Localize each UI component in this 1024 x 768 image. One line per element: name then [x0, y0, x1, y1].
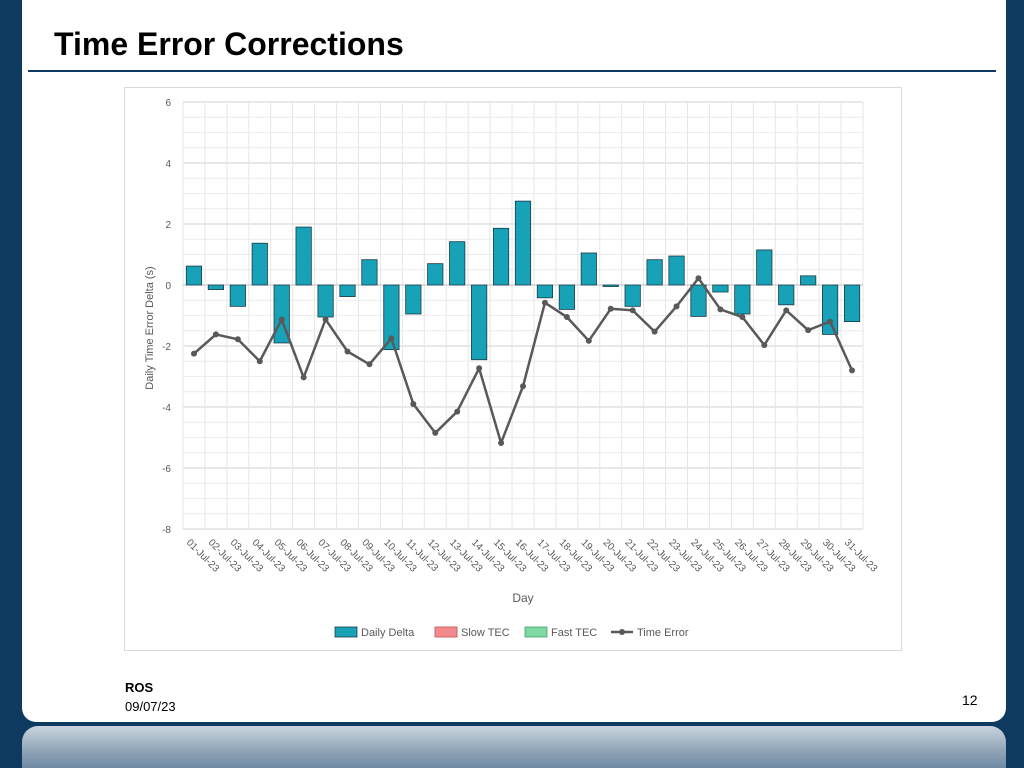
legend-entry-label: Slow TEC	[461, 627, 510, 639]
time-error-point	[212, 331, 219, 338]
daily-delta-bar	[383, 284, 400, 351]
daily-delta-bar	[471, 284, 488, 361]
y-tick-label: 2	[165, 220, 171, 231]
bottom-bar	[22, 726, 1006, 768]
legend-bar-swatch	[434, 626, 458, 638]
x-axis-label: Day	[512, 591, 533, 605]
time-error-point	[256, 358, 263, 365]
slide-title: Time Error Corrections	[54, 26, 404, 62]
y-tick-label: -4	[162, 403, 171, 414]
time-error-point	[651, 328, 658, 335]
time-error-chart: -8 -6 -4 -2 0 2 4 6 01-Jul-2302-Jul-2303-Jul-23…	[144, 98, 880, 639]
time-error-point	[520, 383, 526, 390]
legend: Daily Delta Slow TEC Fast TEC Time Error	[334, 626, 689, 639]
daily-delta-bar	[558, 284, 575, 310]
daily-delta-bar	[492, 227, 510, 286]
time-error-point	[805, 327, 812, 334]
daily-delta-bar	[251, 242, 268, 286]
daily-delta-bar	[405, 284, 422, 315]
y-axis-label: Daily Time Error Delta (s)	[144, 266, 156, 389]
chart-container: -8 -6 -4 -2 0 2 4 6 01-Jul-23 02-Jul-23 03-Jul-23…	[124, 87, 902, 651]
y-tick-label: 0	[165, 281, 171, 292]
footer-organization: ROS	[125, 680, 154, 695]
time-error-point	[498, 439, 505, 446]
y-tick-label: -8	[162, 525, 171, 536]
time-error-point	[432, 429, 439, 436]
daily-delta-bar	[690, 284, 707, 317]
time-error-point	[673, 303, 680, 310]
daily-delta-bar	[800, 275, 817, 286]
time-error-point	[827, 318, 834, 325]
time-error-point	[585, 337, 592, 344]
daily-delta-bar	[668, 255, 685, 286]
daily-delta-bar	[843, 284, 861, 322]
time-error-point	[783, 307, 790, 314]
daily-delta-bar	[536, 284, 554, 299]
time-error-point	[476, 365, 483, 372]
y-tick-label: 4	[165, 159, 171, 170]
daily-delta-bar	[514, 200, 532, 286]
time-error-point	[607, 305, 614, 312]
daily-delta-bar	[207, 284, 224, 290]
time-error-point	[739, 314, 746, 321]
daily-delta-bar	[295, 226, 312, 286]
time-error-point	[541, 299, 548, 306]
y-tick-label: -2	[162, 342, 171, 353]
time-error-point	[234, 336, 241, 343]
daily-delta-bar	[602, 284, 619, 287]
time-error-point	[695, 275, 702, 282]
time-error-point	[300, 374, 307, 381]
legend-entry-label: Time Error	[637, 627, 689, 639]
legend-bar-swatch	[524, 626, 548, 638]
daily-delta-bar	[756, 249, 773, 286]
time-error-point	[190, 350, 197, 357]
daily-delta-bar	[317, 284, 334, 318]
time-error-point	[849, 367, 856, 374]
x-axis-ticks: 01-Jul-2302-Jul-2303-Jul-2304-Jul-2305-J…	[184, 537, 880, 575]
time-error-point	[454, 408, 461, 415]
daily-delta-bar	[361, 259, 378, 286]
daily-delta-bar	[229, 284, 246, 307]
title-divider	[28, 70, 996, 72]
page-number: 12	[962, 692, 978, 708]
time-error-point	[388, 335, 395, 342]
daily-delta-bar	[646, 259, 663, 286]
time-error-point	[761, 342, 768, 349]
legend-entry-label: Fast TEC	[551, 627, 597, 639]
time-error-point	[410, 400, 417, 407]
daily-delta-bar	[185, 265, 203, 286]
time-error-point	[629, 307, 636, 314]
time-error-point	[717, 306, 724, 313]
daily-delta-bar	[734, 284, 751, 315]
y-tick-label: 6	[165, 98, 171, 109]
legend-point-swatch	[619, 629, 625, 635]
daily-delta-bar	[580, 252, 597, 286]
time-error-point	[563, 314, 570, 321]
time-error-point	[366, 361, 373, 368]
daily-delta-bar	[339, 284, 356, 297]
daily-delta-bar	[712, 284, 729, 293]
y-tick-label: -6	[162, 464, 171, 475]
legend-bar-swatch	[334, 626, 358, 638]
footer-date: 09/07/23	[125, 699, 176, 714]
legend-entry-label: Daily Delta	[361, 627, 415, 639]
daily-delta-bar	[449, 241, 466, 286]
daily-delta-bar	[427, 263, 444, 286]
time-error-point	[278, 316, 285, 323]
daily-delta-bar	[778, 284, 795, 306]
y-axis-ticks: -8 -6 -4 -2 0 2 4 6	[162, 98, 171, 536]
slide: Time Error Corrections -8 -6 -4 -2 0 2 4 6 01-J…	[22, 0, 1006, 722]
daily-delta-bar	[822, 284, 839, 335]
daily-delta-bar	[624, 284, 641, 307]
time-error-line	[190, 275, 856, 446]
time-error-point	[344, 348, 351, 355]
time-error-point	[322, 316, 329, 323]
